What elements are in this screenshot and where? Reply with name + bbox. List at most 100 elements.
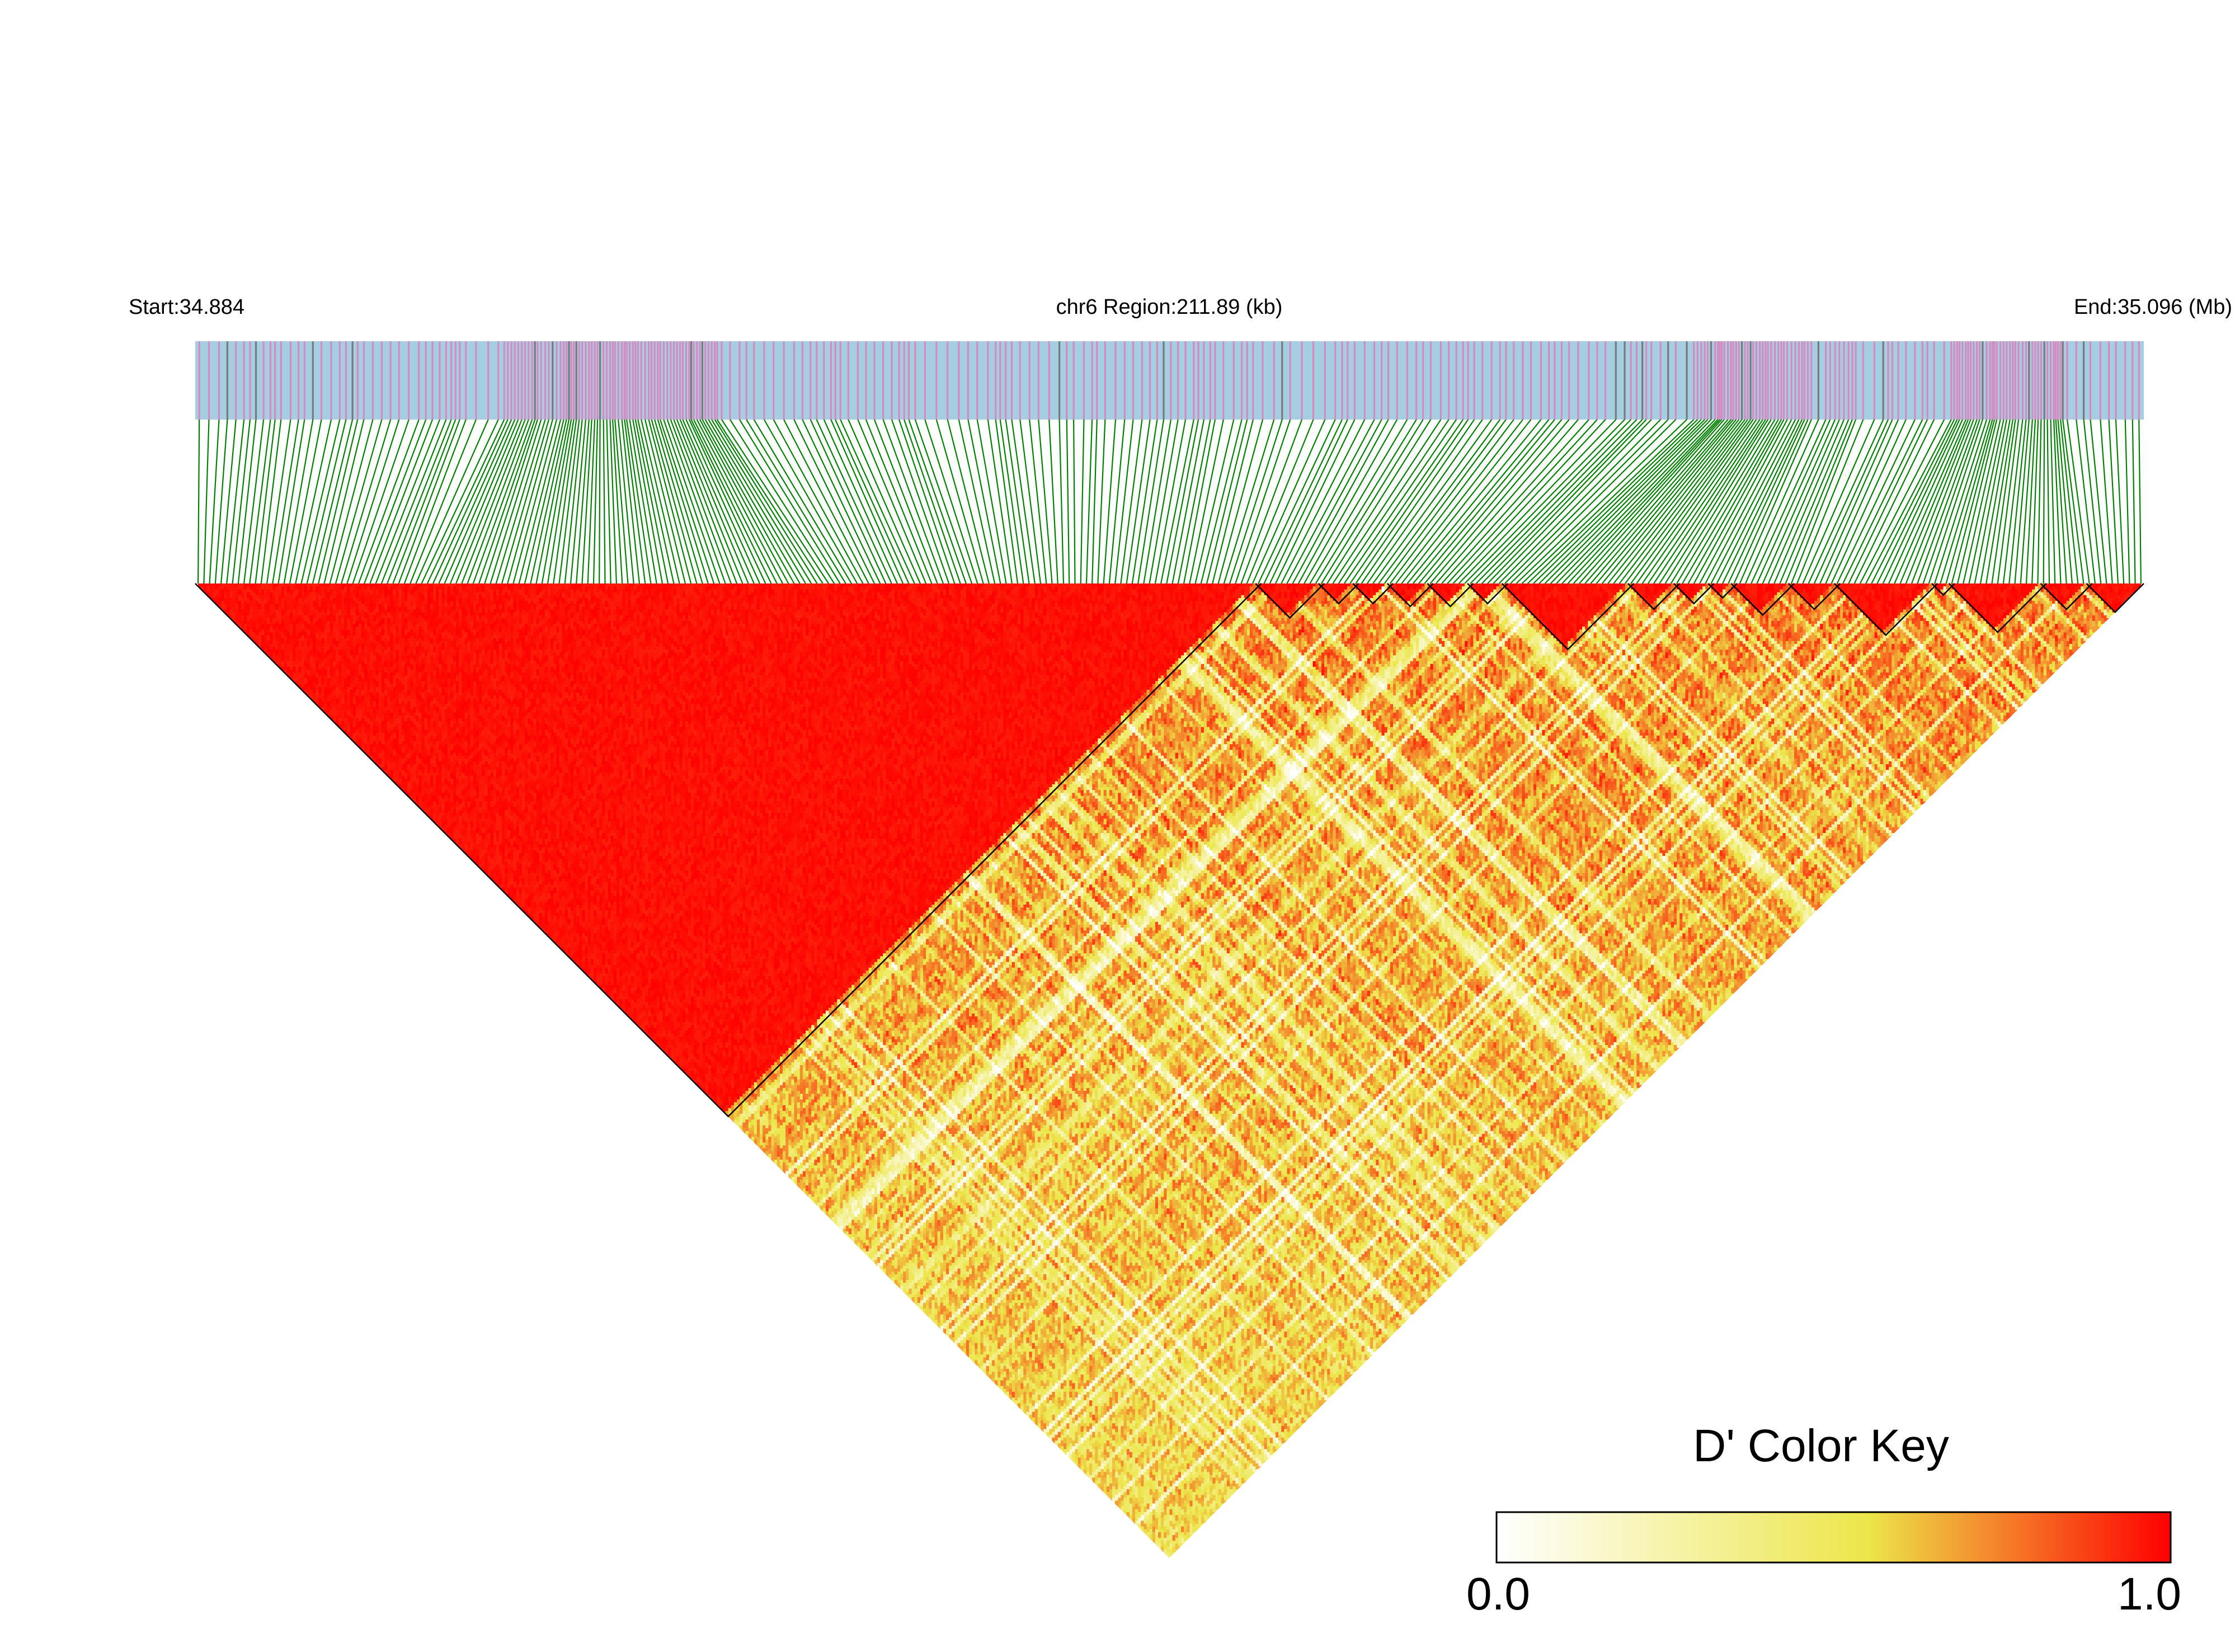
snp-tick [606, 341, 608, 420]
snp-connector [2032, 420, 2038, 583]
snp-tick [363, 341, 365, 420]
snp-tick [540, 341, 542, 420]
snp-tick [660, 341, 661, 420]
snp-tick [835, 341, 836, 420]
snp-tick [1738, 341, 1740, 420]
snp-tick [2031, 341, 2033, 420]
snp-connector [649, 420, 691, 583]
snp-tick [1759, 341, 1761, 420]
snp-tick [816, 341, 817, 420]
snp-connector [313, 420, 352, 583]
snp-connector [1144, 420, 1170, 583]
snp-tick [612, 341, 614, 420]
snp-connector [1060, 420, 1064, 583]
snp-tick [891, 341, 892, 420]
snp-tick [1233, 341, 1235, 420]
snp-tick [1723, 341, 1725, 420]
snp-tick [714, 341, 716, 420]
snp-tick [1491, 341, 1493, 420]
snp-tick [218, 341, 220, 420]
snp-tick [1252, 341, 1254, 420]
snp-connector [2133, 420, 2135, 583]
snp-tick [1973, 341, 1974, 420]
snp-tick [1979, 341, 1980, 420]
snp-tick [1430, 341, 1432, 420]
snp-tick [2062, 341, 2064, 420]
snp-tick [673, 341, 675, 420]
snp-connector [1067, 420, 1069, 583]
snp-connector [1482, 420, 1643, 583]
region-size-label: chr6 Region:211.89 (kb) [1056, 295, 1283, 319]
snp-tick [581, 341, 583, 420]
snp-tick [1005, 341, 1006, 420]
snp-tick [1554, 341, 1555, 420]
snp-tick [2100, 341, 2101, 420]
snp-tick [571, 341, 572, 420]
snp-tick [445, 341, 447, 420]
ld-cells [198, 583, 2141, 1558]
snp-tick [524, 341, 526, 420]
snp-tick [618, 341, 619, 420]
snp-tick [1588, 341, 1589, 420]
snp-tick [1066, 341, 1067, 420]
snp-connector [1545, 420, 1708, 583]
snp-tick [1855, 341, 1857, 420]
snp-tick [431, 341, 433, 420]
snp-tick [235, 341, 237, 420]
snp-tick [1011, 341, 1013, 420]
snp-connector [1074, 420, 1075, 583]
snp-connector [2139, 420, 2141, 583]
snp-tick [1281, 341, 1283, 420]
snp-tick [2115, 341, 2116, 420]
snp-tick [783, 341, 785, 420]
snp-connector [599, 420, 600, 583]
snp-tick [629, 341, 630, 420]
snp-connector [1196, 420, 1234, 583]
snp-tick [773, 341, 774, 420]
snp-tick [2003, 341, 2005, 420]
snp-tick [1170, 341, 1171, 420]
snp-tick [596, 341, 598, 420]
snp-tick [544, 341, 546, 420]
snp-tick [1996, 341, 1998, 420]
snp-tick [1810, 341, 1812, 420]
snp-tick [274, 341, 276, 420]
snp-tick [898, 341, 900, 420]
snp-connector [2003, 420, 2022, 583]
snp-connector-lines [198, 420, 2141, 583]
snp-tick [823, 341, 825, 420]
snp-connector [1104, 420, 1116, 583]
snp-tick [1851, 341, 1853, 420]
snp-tick [290, 341, 291, 420]
snp-tick [1762, 341, 1763, 420]
snp-tick [576, 341, 577, 420]
snp-tick [1959, 341, 1960, 420]
snp-tick [1354, 341, 1356, 420]
snp-connector [2048, 420, 2049, 583]
snp-tick [249, 341, 251, 420]
snp-tick [304, 341, 305, 420]
snp-connector [256, 420, 275, 583]
snp-tick [711, 341, 713, 420]
snp-tick [599, 341, 601, 420]
snp-tick [1019, 341, 1021, 420]
snp-tick [497, 341, 499, 420]
snp-tick [651, 341, 652, 420]
snp-connector [353, 420, 409, 583]
snp-tick [339, 341, 341, 420]
snp-tick [1697, 341, 1698, 420]
snp-tick [1301, 341, 1302, 420]
snp-connector [909, 420, 966, 583]
snp-tick [1630, 341, 1632, 420]
snp-tick [914, 341, 916, 420]
snp-tick [688, 341, 690, 420]
snp-tick [1829, 341, 1831, 420]
snp-tick [2015, 341, 2016, 420]
snp-tick [594, 341, 596, 420]
snp-tick [935, 341, 937, 420]
snp-tick [908, 341, 910, 420]
snp-connector [610, 420, 617, 583]
snp-tick [1083, 341, 1085, 420]
snp-tick [1944, 341, 1945, 420]
snp-connector [624, 420, 645, 583]
